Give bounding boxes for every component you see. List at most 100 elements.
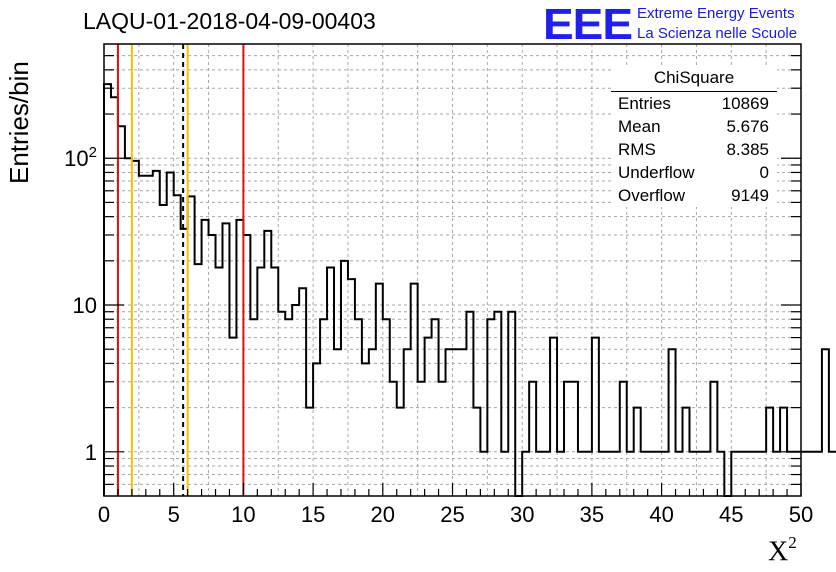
- histogram-bin: [160, 205, 167, 496]
- histogram-bin: [216, 268, 223, 496]
- histogram-bin: [801, 452, 808, 496]
- histogram-bin: [327, 268, 334, 496]
- histogram-bin: [683, 408, 690, 496]
- x-tick-label: 50: [789, 502, 813, 527]
- histogram-bin: [306, 408, 313, 496]
- histogram-bin: [613, 452, 620, 496]
- histogram-bin: [334, 349, 341, 496]
- histogram-bin: [425, 338, 432, 496]
- histogram-bin: [522, 452, 529, 496]
- histogram-bin: [738, 452, 745, 496]
- histogram-bin: [606, 452, 613, 496]
- histogram-bin: [822, 349, 829, 496]
- histogram-bin: [278, 312, 285, 496]
- logo-line-2: La Scienza nelle Scuole: [637, 25, 798, 42]
- histogram-bin: [229, 338, 236, 496]
- histogram-bin: [655, 452, 662, 496]
- y-axis-label: Entries/bin: [4, 61, 34, 184]
- histogram-bin: [341, 261, 348, 496]
- histogram-outline: [103, 83, 836, 497]
- stats-value: 9149: [731, 186, 769, 205]
- histogram-bin: [669, 349, 676, 496]
- histogram-bin: [676, 452, 683, 496]
- histogram-bin: [641, 452, 648, 496]
- histogram-bin: [243, 235, 250, 496]
- x-tick-label: 35: [580, 502, 604, 527]
- stats-box-title: ChiSquare: [611, 68, 777, 92]
- histogram-bin: [313, 363, 320, 496]
- histogram-bin: [446, 349, 453, 496]
- histogram-bin: [167, 172, 174, 496]
- histogram-bin: [592, 338, 599, 496]
- histogram-bin: [118, 126, 125, 496]
- x-tick-label: 15: [301, 502, 325, 527]
- histogram-bin: [529, 382, 536, 496]
- histogram-bin: [648, 452, 655, 496]
- histogram-bin: [404, 349, 411, 496]
- x-axis-label: Χ2: [768, 533, 797, 568]
- histogram-bin: [543, 452, 550, 496]
- histogram-bin: [662, 452, 669, 496]
- histogram-bin: [111, 97, 118, 496]
- stats-label: Entries: [618, 94, 671, 113]
- histogram-bin: [599, 452, 606, 496]
- stats-value: 8.385: [726, 140, 769, 159]
- histogram-bin: [634, 408, 641, 496]
- histogram-bin: [411, 284, 418, 496]
- histogram-bin: [578, 452, 585, 496]
- x-tick-label: 10: [231, 502, 255, 527]
- stats-box: ChiSquare Entries 10869 Mean 5.676 RMS 8…: [611, 68, 777, 207]
- histogram-bin: [466, 312, 473, 496]
- histogram-bin: [390, 382, 397, 496]
- eee-logo: EEE: [543, 0, 633, 49]
- stats-row-mean: Mean 5.676: [611, 115, 777, 138]
- histogram-bin: [139, 176, 146, 496]
- histogram-bin: [397, 408, 404, 496]
- histogram-bin: [550, 338, 557, 496]
- histogram-bin: [564, 382, 571, 496]
- histogram-bin: [320, 319, 327, 496]
- histogram-bin: [689, 452, 696, 496]
- histogram-bin: [536, 452, 543, 496]
- histogram-bin: [439, 382, 446, 496]
- x-tick-label: 20: [371, 502, 395, 527]
- y-tick-label: 1: [85, 440, 97, 465]
- x-tick-label: 40: [649, 502, 673, 527]
- histogram-bin: [815, 452, 822, 496]
- axes: [103, 43, 802, 497]
- histogram-bin: [146, 176, 153, 496]
- histogram-bin: [125, 158, 132, 496]
- histogram-bin: [250, 319, 257, 496]
- histogram-bin: [473, 408, 480, 496]
- histogram-bin: [829, 452, 836, 496]
- histogram-bin: [362, 363, 369, 496]
- histogram-bin: [299, 288, 306, 496]
- stats-value: 5.676: [726, 117, 769, 136]
- histogram-bin: [257, 268, 264, 496]
- logo-line-1: Extreme Energy Events: [637, 5, 795, 22]
- tick-labels: 0 5 10 15 20 25 30 35 40 45 50 1 10 102: [64, 144, 813, 527]
- histogram-bin: [285, 319, 292, 496]
- histogram-bin: [696, 452, 703, 496]
- histogram-bin: [745, 452, 752, 496]
- histogram-bin: [766, 408, 773, 496]
- histogram-bin: [222, 223, 229, 496]
- histogram-bin: [508, 312, 515, 496]
- histogram-bin: [236, 220, 243, 496]
- stats-row-underflow: Underflow 0: [611, 161, 777, 184]
- histogram-bin: [195, 264, 202, 496]
- histogram-bin: [585, 452, 592, 496]
- x-tick-label: 45: [719, 502, 743, 527]
- histogram-bin: [717, 452, 724, 496]
- histogram-bin: [432, 319, 439, 496]
- histogram-series: [103, 83, 836, 497]
- histogram-bin: [710, 382, 717, 496]
- x-tick-label: 0: [98, 502, 110, 527]
- histogram-bin: [752, 452, 759, 496]
- histogram-bin: [174, 195, 181, 496]
- histogram-bin: [620, 382, 627, 496]
- histogram-bin: [418, 382, 425, 496]
- y-tick-label: 10: [73, 293, 97, 318]
- histogram-bin: [202, 220, 209, 496]
